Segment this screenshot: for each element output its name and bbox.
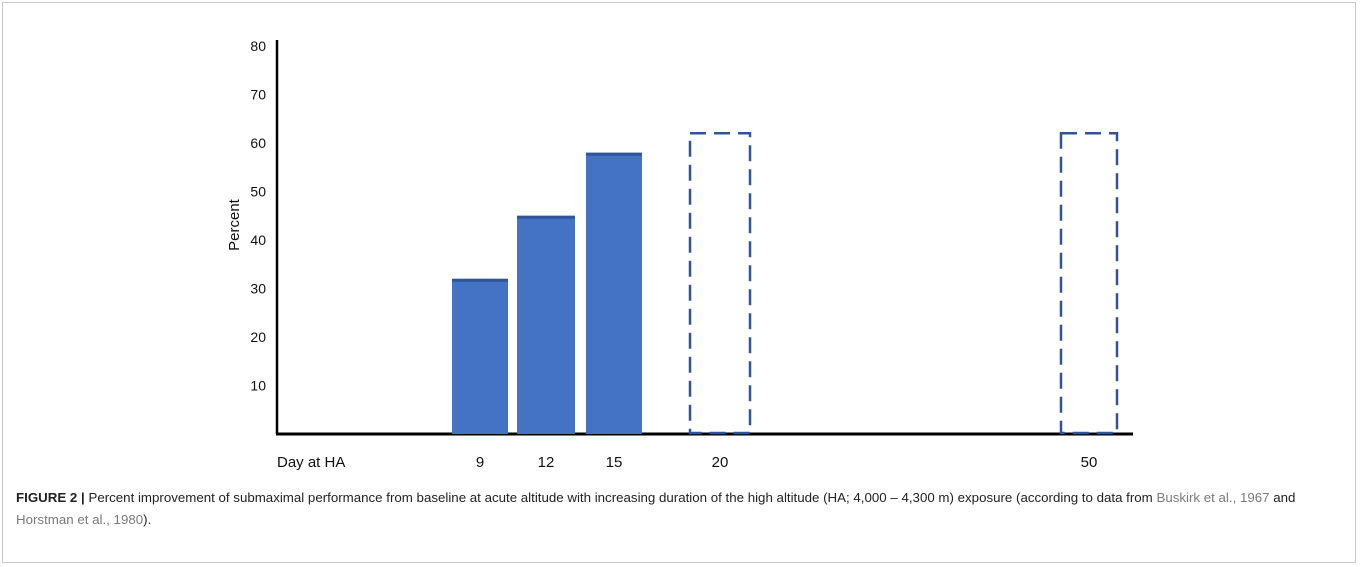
x-axis-label: Day at HA [277, 454, 345, 471]
x-tick-label: 9 [476, 454, 484, 471]
figure-caption: FIGURE 2 | Percent improvement of submax… [16, 487, 1326, 531]
x-tick-label: 12 [538, 454, 555, 471]
y-tick-label: 50 [250, 184, 266, 200]
bar-15 [586, 152, 642, 434]
y-tick-label: 70 [250, 87, 266, 103]
caption-text-2: and [1269, 490, 1296, 505]
caption-text-1: Percent improvement of submaximal perfor… [84, 490, 1157, 505]
caption-label: FIGURE 2 | [16, 490, 85, 505]
bar-12 [517, 215, 575, 434]
x-tick-label: 50 [1081, 454, 1098, 471]
bar-chart: 10 20 30 40 50 60 70 80 9 12 15 20 50 Percent Day a… [226, 38, 1133, 471]
bar-9 [452, 278, 508, 434]
caption-text-3: ). [143, 512, 152, 527]
caption-ref-horstman[interactable]: Horstman et al., 1980 [16, 512, 144, 527]
bar-20 [688, 132, 752, 435]
x-tick-label: 15 [606, 454, 623, 471]
y-tick-label: 40 [250, 232, 266, 248]
y-tick-label: 10 [250, 378, 266, 394]
y-tick-label: 30 [250, 281, 266, 297]
y-tick-label: 80 [250, 38, 266, 54]
y-tick-label: 20 [250, 329, 266, 345]
y-tick-label: 60 [250, 135, 266, 151]
caption-ref-buskirk[interactable]: Buskirk et al., 1967 [1156, 490, 1270, 505]
y-axis-label: Percent [226, 198, 243, 251]
x-tick-label: 20 [712, 454, 729, 471]
bar-50 [1059, 132, 1119, 435]
